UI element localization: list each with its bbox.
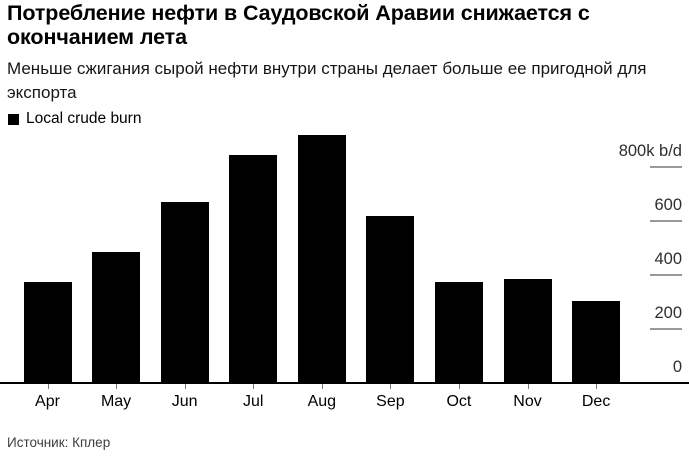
y-axis-label-200: 200	[654, 304, 682, 322]
bar-jun	[160, 202, 209, 383]
bar-sep	[366, 216, 415, 383]
y-axis-label-0: 0	[672, 358, 682, 376]
x-axis-tick	[390, 383, 392, 389]
x-axis-tick	[321, 383, 323, 389]
x-axis-label-apr: Apr	[35, 393, 60, 410]
bar-aug	[297, 135, 346, 383]
y-axis-tick	[650, 274, 682, 276]
bar-oct	[434, 282, 483, 383]
x-axis-label-jul: Jul	[242, 393, 264, 410]
x-axis-label-nov: Nov	[513, 393, 542, 410]
x-axis-tick	[596, 383, 598, 389]
x-axis-label-aug: Aug	[307, 393, 337, 410]
x-axis-label-may: May	[100, 393, 132, 410]
x-axis-tick	[47, 383, 49, 389]
bar-nov	[503, 279, 552, 383]
y-axis-label-600: 600	[654, 196, 682, 214]
x-axis-label-jun: Jun	[171, 393, 198, 410]
legend-label: Local crude burn	[26, 110, 142, 127]
x-axis-tick	[458, 383, 460, 389]
x-axis-tick	[116, 383, 118, 389]
legend: Local crude burn	[8, 110, 142, 127]
source-note: Источник: Кплер	[7, 435, 111, 450]
x-axis-label-dec: Dec	[581, 393, 611, 410]
y-axis-tick	[650, 220, 682, 222]
x-axis-tick	[253, 383, 255, 389]
x-axis-label-sep: Sep	[376, 393, 405, 410]
x-axis-tick	[184, 383, 186, 389]
y-axis-tick	[650, 328, 682, 330]
bar-may	[92, 252, 141, 383]
bar-dec	[572, 301, 621, 383]
y-axis-label-400: 400	[654, 250, 682, 268]
y-axis-label-800: 800k b/d	[618, 142, 682, 160]
x-axis-label-oct: Oct	[446, 393, 472, 410]
y-axis-tick	[650, 166, 682, 168]
x-axis-tick	[527, 383, 529, 389]
legend-swatch-icon	[8, 113, 19, 125]
bar-apr	[23, 282, 72, 383]
x-axis-line	[0, 382, 689, 384]
bar-jul	[229, 155, 278, 383]
chart-subtitle: Меньше сжигания сырой нефти внутри стран…	[7, 59, 647, 102]
chart-title: Потребление нефти в Саудовской Аравии сн…	[7, 1, 590, 49]
